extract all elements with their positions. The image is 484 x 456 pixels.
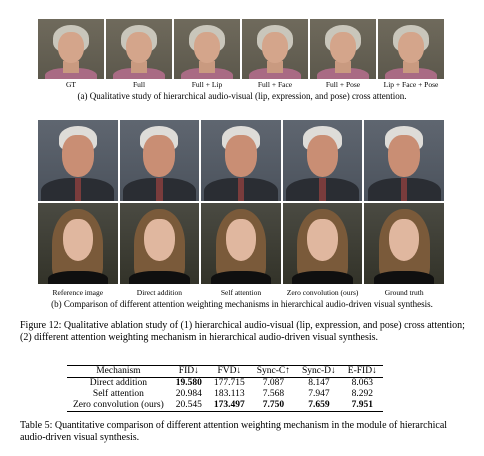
table-row: Zero convolution (ours) 20.545 173.497 7…: [67, 400, 383, 412]
table-cell: 183.113: [214, 389, 245, 399]
frame-full-face: [242, 19, 308, 79]
subcaption-b: (b) Comparison of different attention we…: [51, 299, 433, 309]
table-caption: Table 5: Quantitative comparison of diff…: [20, 420, 448, 443]
table-header: Sync-C↑: [256, 366, 291, 376]
table-cell: 7.947: [308, 389, 330, 399]
table-header-row: Mechanism FID↓ FVD↓ Sync-C↑ Sync-D↓ E-FI…: [67, 365, 383, 378]
table-cell: Self attention: [92, 389, 144, 399]
frame-man-self-attention: [201, 120, 281, 201]
label-b: Self attention: [220, 288, 262, 297]
table-header: Mechanism: [96, 366, 141, 376]
frame-full-lip: [174, 19, 240, 79]
frame-woman-ground-truth: [364, 203, 444, 284]
table-cell: 177.715: [213, 378, 245, 388]
label-b: Reference image: [52, 288, 104, 297]
table-cell: 8.063: [351, 378, 373, 388]
table-cell: 7.568: [262, 389, 285, 399]
figure-a-labels: GT Full Full + Lip Full + Face Full + Po…: [38, 80, 444, 89]
label-a: GT: [66, 80, 76, 89]
table-cell: 7.659: [308, 400, 330, 410]
table-row: Self attention 20.984 183.113 7.568 7.94…: [67, 389, 383, 400]
label-a: Full + Lip: [191, 80, 223, 89]
frame-woman-self-attention: [201, 203, 281, 284]
subcaption-a: (a) Qualitative study of hierarchical au…: [77, 91, 407, 101]
frame-woman-zero-convolution: [282, 203, 363, 284]
table-header: FID↓: [178, 366, 199, 376]
label-b: Zero convolution (ours): [286, 288, 359, 297]
table-row: Direct addition 19.580 177.715 7.087 8.1…: [67, 378, 383, 390]
table-cell: Direct addition: [89, 378, 147, 388]
table-cell: 173.497: [213, 400, 245, 410]
figure-b-row-woman: [38, 203, 444, 284]
table-header: E-FID↓: [347, 366, 377, 376]
table-cell: 7.951: [351, 400, 373, 410]
frame-gt: [38, 19, 104, 79]
figure-b-labels: Reference image Direct addition Self att…: [38, 288, 444, 297]
figure-b-frames: [38, 120, 444, 286]
table-cell: 7.087: [262, 378, 285, 388]
table-cell: 20.984: [175, 389, 202, 399]
label-a: Full + Pose: [325, 80, 361, 89]
table-cell: Zero convolution (ours): [73, 400, 164, 410]
label-a: Lip + Face + Pose: [383, 80, 439, 89]
table-cell: 19.580: [175, 378, 202, 388]
label-a: Full: [132, 80, 146, 89]
table-header: FVD↓: [217, 366, 242, 376]
frame-woman-direct-addition: [119, 203, 200, 284]
frame-woman-reference: [38, 203, 118, 284]
table-cell: 8.147: [308, 378, 330, 388]
figure-b-row-man: [38, 120, 444, 201]
label-b: Direct addition: [136, 288, 182, 297]
results-table: Mechanism FID↓ FVD↓ Sync-C↑ Sync-D↓ E-FI…: [67, 365, 383, 412]
figure-caption: Figure 12: Qualitative ablation study of…: [20, 320, 465, 343]
frame-lip-face-pose: [378, 19, 444, 79]
frame-full: [106, 19, 172, 79]
table-cell: 7.750: [262, 400, 285, 410]
frame-man-zero-convolution: [282, 120, 363, 201]
figure-a-frames: [38, 19, 444, 79]
table-cell: 8.292: [351, 389, 373, 399]
frame-man-reference: [38, 120, 118, 201]
label-b: Ground truth: [384, 288, 424, 297]
table-header: Sync-D↓: [302, 366, 336, 376]
frame-man-direct-addition: [119, 120, 200, 201]
label-a: Full + Face: [257, 80, 293, 89]
table-cell: 20.545: [175, 400, 202, 410]
frame-man-ground-truth: [364, 120, 444, 201]
frame-full-pose: [310, 19, 376, 79]
